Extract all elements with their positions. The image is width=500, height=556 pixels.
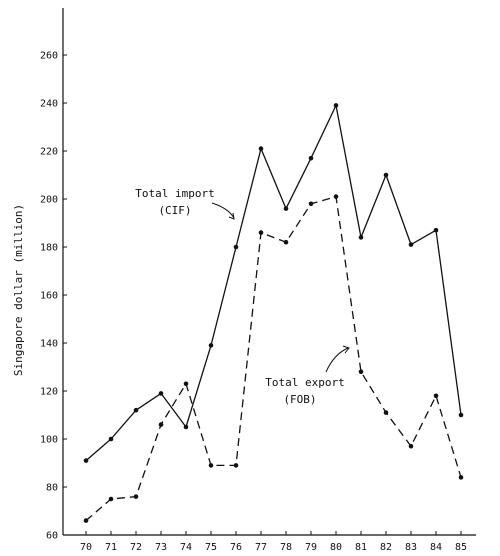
x-tick-label: 83: [405, 542, 417, 553]
import-series-line: [85, 104, 462, 462]
x-tick-label: 74: [180, 542, 192, 553]
export-annotation-line1: Total export: [265, 376, 344, 389]
export-data-point: [183, 381, 189, 387]
export-data-point: [208, 463, 214, 468]
export-data-point: [333, 194, 339, 199]
y-tick-label: 80: [46, 483, 58, 494]
import-data-point: [283, 206, 289, 211]
import-data-point: [408, 242, 414, 247]
y-ticks: 60 80 100 120 140 160 180 200 220 240 260: [40, 51, 67, 542]
import-data-point: [433, 227, 439, 233]
export-data-point: [383, 410, 389, 415]
export-data-point: [258, 230, 264, 235]
x-tick-label: 81: [355, 542, 367, 553]
y-tick-label: 200: [40, 195, 58, 206]
x-tick-label: 70: [80, 542, 92, 553]
x-tick-label: 77: [255, 542, 267, 553]
import-data-point: [158, 391, 164, 396]
x-tick-label: 72: [130, 542, 142, 553]
import-data-point: [183, 424, 189, 430]
import-annotation-arrowhead: [228, 212, 235, 220]
export-data-point: [408, 443, 414, 449]
x-tick-label: 80: [330, 542, 342, 553]
export-data-point: [233, 463, 239, 468]
export-annotation-line2: (FOB): [283, 393, 316, 406]
y-tick-label: 100: [40, 435, 58, 446]
y-tick-label: 180: [40, 243, 58, 254]
x-tick-label: 84: [430, 542, 442, 553]
series-group: [83, 103, 464, 523]
axes: [62, 8, 476, 536]
x-tick-label: 76: [230, 542, 242, 553]
y-tick-label: 120: [40, 387, 58, 398]
import-data-point: [308, 155, 314, 161]
x-tick-label: 78: [280, 542, 292, 553]
y-tick-label: 260: [40, 51, 58, 62]
export-data-point: [83, 518, 89, 523]
x-tick-label: 79: [305, 542, 317, 553]
export-data-point: [358, 369, 364, 375]
import-data-point: [333, 103, 339, 108]
y-tick-label: 140: [40, 339, 58, 350]
annotations: Total import (CIF) Total export (FOB): [135, 187, 350, 406]
import-annotation-arrow: [211, 202, 235, 219]
import-data-point: [358, 235, 364, 240]
x-tick-label: 75: [205, 542, 217, 553]
import-data-point: [133, 407, 139, 413]
import-data-point: [208, 343, 214, 348]
x-tick-label: 82: [380, 542, 392, 553]
export-series-line: [85, 195, 462, 522]
export-data-point: [308, 201, 314, 207]
y-axis-label: Singapore dollar (million): [12, 204, 25, 376]
export-annotation-arrowhead: [342, 345, 350, 354]
export-annotation-arrow: [325, 347, 349, 373]
import-data-point: [258, 146, 264, 151]
export-data-point: [283, 239, 289, 245]
export-data-point: [158, 422, 164, 427]
import-data-point: [83, 458, 89, 463]
x-tick-label: 73: [155, 542, 167, 553]
y-tick-label: 160: [40, 291, 58, 302]
import-annotation-line1: Total import: [135, 187, 214, 200]
y-tick-label: 220: [40, 147, 58, 158]
x-tick-label: 71: [105, 542, 117, 553]
export-data-point: [458, 475, 464, 480]
x-tick-label: 85: [455, 542, 467, 553]
export-data-point: [108, 496, 114, 502]
import-data-point: [108, 436, 114, 442]
import-annotation-line2: (CIF): [158, 204, 191, 217]
import-data-point: [383, 172, 389, 178]
y-tick-label: 60: [46, 531, 58, 542]
export-data-point: [133, 494, 139, 499]
import-data-point: [233, 244, 239, 250]
y-tick-label: 240: [40, 99, 58, 110]
import-data-point: [458, 412, 464, 418]
x-ticks: 70 71 72 73 74 75 76 77 78 79 80 81 82 83 84 85: [80, 531, 467, 553]
export-data-point: [433, 393, 439, 399]
